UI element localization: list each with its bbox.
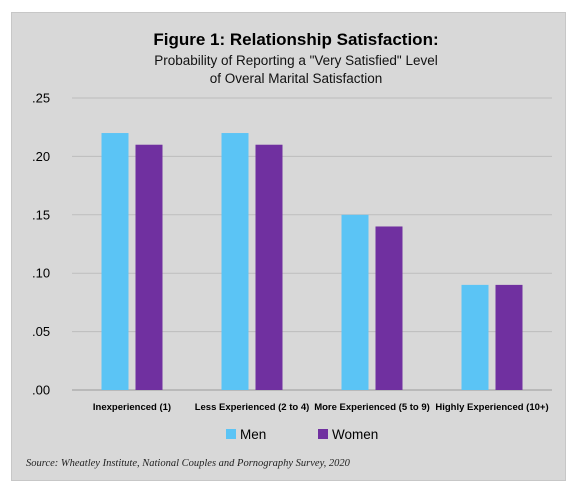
- chart-subtitle-line-1: Probability of Reporting a "Very Satisfi…: [154, 53, 438, 68]
- bar-women-4: [495, 284, 523, 390]
- legend-label-women: Women: [332, 427, 378, 442]
- y-tick-label: .10: [32, 266, 50, 281]
- x-axis: Inexperienced (1) Less Experienced (2 to …: [93, 402, 549, 413]
- x-tick-label: More Experienced (5 to 9): [314, 402, 430, 413]
- y-tick-label: .05: [32, 324, 50, 339]
- chart-title: Figure 1: Relationship Satisfaction:: [153, 30, 438, 49]
- bar-women-3: [375, 226, 403, 390]
- y-tick-label: .25: [32, 91, 50, 106]
- legend: Men Women: [226, 427, 378, 442]
- legend-swatch-men: [226, 429, 236, 439]
- legend-swatch-women: [318, 429, 328, 439]
- chart-subtitle-line-2: of Overal Marital Satisfaction: [210, 71, 383, 86]
- y-tick-label: .20: [32, 149, 50, 164]
- x-tick-label: Less Experienced (2 to 4): [195, 402, 310, 413]
- y-tick-label: .00: [32, 383, 50, 398]
- bar-men-2: [221, 133, 249, 391]
- bar-men-3: [341, 214, 369, 390]
- bars: [101, 133, 523, 391]
- y-axis: .00 .05 .10 .15 .20 .25: [32, 91, 50, 398]
- bar-women-2: [255, 144, 283, 390]
- x-tick-label: Highly Experienced (10+): [435, 402, 548, 413]
- source-note: Source: Wheatley Institute, National Cou…: [26, 458, 350, 469]
- bar-women-1: [135, 144, 163, 390]
- y-tick-label: .15: [32, 207, 50, 222]
- x-tick-label: Inexperienced (1): [93, 402, 171, 413]
- bar-men-1: [101, 133, 129, 391]
- bar-men-4: [461, 284, 489, 390]
- legend-label-men: Men: [240, 427, 266, 442]
